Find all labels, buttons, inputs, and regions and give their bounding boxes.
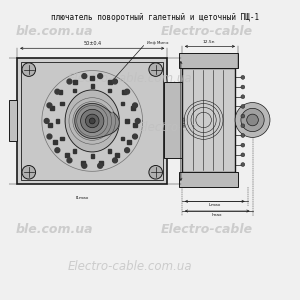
Bar bbox=[73, 89, 76, 92]
Circle shape bbox=[241, 85, 245, 89]
Circle shape bbox=[133, 103, 137, 108]
Text: Electro-cable: Electro-cable bbox=[160, 223, 253, 236]
Bar bbox=[182, 68, 235, 172]
Circle shape bbox=[89, 118, 95, 124]
Bar bbox=[21, 62, 164, 180]
Circle shape bbox=[241, 153, 245, 157]
Circle shape bbox=[241, 104, 245, 108]
Bar bbox=[179, 172, 238, 187]
Circle shape bbox=[44, 118, 49, 123]
Text: ble.com.ua: ble.com.ua bbox=[15, 25, 93, 38]
Text: Electro-ca: Electro-ca bbox=[137, 121, 196, 134]
Circle shape bbox=[241, 143, 245, 147]
Circle shape bbox=[85, 114, 99, 128]
Text: l₁max: l₁max bbox=[208, 203, 221, 207]
Circle shape bbox=[241, 75, 245, 79]
Bar bbox=[179, 53, 238, 68]
Bar bbox=[108, 149, 111, 153]
Bar bbox=[131, 106, 135, 110]
Bar bbox=[60, 137, 64, 140]
Bar bbox=[17, 58, 167, 184]
Circle shape bbox=[241, 124, 245, 128]
Circle shape bbox=[22, 166, 36, 179]
Bar bbox=[167, 100, 175, 141]
Text: плючатель поворотный галетный и щеточный ПЩ-1: плючатель поворотный галетный и щеточный… bbox=[51, 14, 259, 22]
Circle shape bbox=[67, 79, 72, 84]
Bar bbox=[48, 124, 52, 127]
Polygon shape bbox=[75, 103, 119, 138]
Bar bbox=[91, 84, 94, 88]
Bar bbox=[133, 124, 136, 127]
Bar bbox=[73, 80, 77, 84]
Bar bbox=[65, 154, 69, 158]
Bar bbox=[90, 76, 94, 80]
Bar bbox=[115, 154, 119, 158]
Bar bbox=[99, 161, 103, 165]
Circle shape bbox=[67, 158, 72, 163]
Circle shape bbox=[47, 134, 52, 139]
Bar bbox=[60, 102, 64, 105]
Text: Electro-cable.com.ua: Electro-cable.com.ua bbox=[68, 71, 192, 85]
Text: 12.5n: 12.5n bbox=[202, 40, 215, 44]
Circle shape bbox=[247, 114, 258, 126]
Text: 54ca: 54ca bbox=[0, 116, 2, 126]
Circle shape bbox=[81, 109, 104, 133]
Bar bbox=[108, 80, 112, 84]
Circle shape bbox=[22, 63, 36, 76]
Circle shape bbox=[112, 79, 117, 84]
Circle shape bbox=[98, 74, 103, 79]
Circle shape bbox=[98, 164, 103, 168]
Circle shape bbox=[133, 134, 137, 139]
Text: lmax: lmax bbox=[212, 213, 223, 217]
Bar bbox=[121, 102, 124, 105]
Circle shape bbox=[112, 158, 117, 163]
Circle shape bbox=[149, 166, 163, 179]
Circle shape bbox=[55, 89, 60, 94]
Bar bbox=[127, 140, 131, 144]
Text: 50±0.4: 50±0.4 bbox=[83, 41, 101, 46]
Bar bbox=[164, 82, 182, 158]
Bar bbox=[81, 161, 85, 165]
Bar bbox=[91, 154, 94, 158]
Text: Electro-cable: Electro-cable bbox=[160, 25, 253, 38]
Circle shape bbox=[241, 95, 245, 99]
Bar bbox=[108, 89, 111, 92]
Text: Electro-cable.com.ua: Electro-cable.com.ua bbox=[68, 260, 192, 273]
Circle shape bbox=[149, 63, 163, 76]
Text: Инф Мин±: Инф Мин± bbox=[147, 41, 169, 46]
Bar bbox=[58, 91, 62, 94]
Circle shape bbox=[47, 103, 52, 108]
Bar bbox=[50, 106, 54, 110]
Circle shape bbox=[241, 108, 264, 132]
Bar bbox=[53, 140, 57, 144]
Circle shape bbox=[241, 163, 245, 167]
Circle shape bbox=[241, 114, 245, 118]
Text: ble.com.ua: ble.com.ua bbox=[15, 223, 93, 236]
Bar bbox=[56, 119, 59, 123]
Circle shape bbox=[82, 74, 87, 79]
Circle shape bbox=[235, 103, 270, 137]
Circle shape bbox=[82, 164, 87, 168]
Bar bbox=[121, 137, 124, 140]
Bar bbox=[122, 91, 126, 94]
Bar bbox=[9, 100, 17, 141]
Circle shape bbox=[241, 134, 245, 137]
Circle shape bbox=[125, 148, 130, 153]
Circle shape bbox=[135, 118, 140, 123]
Circle shape bbox=[125, 89, 130, 94]
Bar bbox=[125, 119, 129, 123]
Bar bbox=[73, 149, 76, 153]
Text: 5cr4e: 5cr4e bbox=[183, 115, 187, 127]
Circle shape bbox=[55, 148, 60, 153]
Polygon shape bbox=[65, 90, 119, 152]
Text: l1max: l1max bbox=[76, 196, 89, 200]
